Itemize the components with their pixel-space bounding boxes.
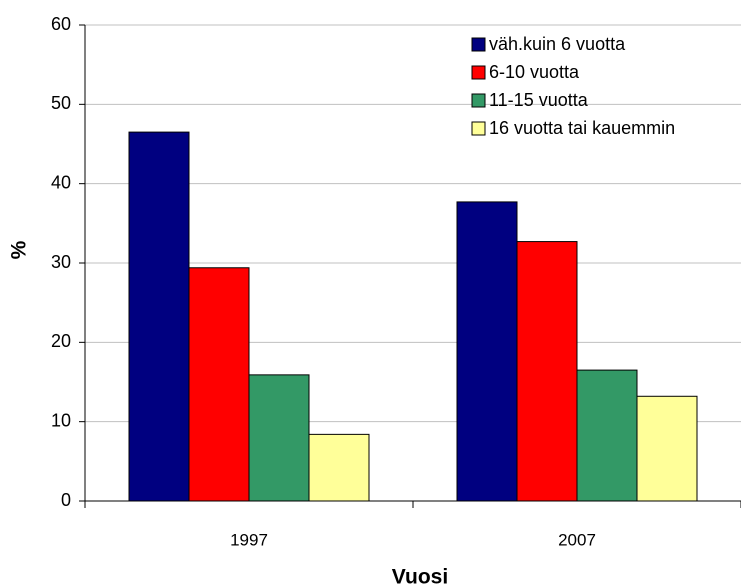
x-tick-label: 2007 bbox=[558, 530, 596, 549]
y-tick-label: 60 bbox=[51, 14, 71, 34]
legend-swatch bbox=[471, 121, 486, 136]
bar bbox=[248, 374, 310, 502]
bar bbox=[128, 131, 190, 502]
legend-label: väh.kuin 6 vuotta bbox=[489, 34, 626, 54]
y-axis-label: % bbox=[8, 240, 31, 259]
y-tick-label: 50 bbox=[51, 93, 71, 113]
legend-swatch bbox=[471, 65, 486, 80]
y-tick-label: 0 bbox=[61, 490, 71, 510]
bar bbox=[516, 241, 578, 502]
legend-swatch bbox=[471, 93, 486, 108]
y-tick-label: 40 bbox=[51, 172, 71, 192]
legend-label: 11-15 vuotta bbox=[489, 90, 589, 110]
legend-swatch bbox=[471, 37, 486, 52]
y-tick-label: 10 bbox=[51, 410, 71, 430]
x-tick-label: 1997 bbox=[230, 530, 268, 549]
y-tick-label: 30 bbox=[51, 252, 71, 272]
y-tick-label: 20 bbox=[51, 331, 71, 351]
bar bbox=[576, 369, 638, 502]
bar bbox=[456, 201, 518, 502]
bar bbox=[308, 433, 370, 502]
bar bbox=[188, 267, 250, 502]
legend-label: 16 vuotta tai kauemmin bbox=[489, 118, 675, 138]
legend-label: 6-10 vuotta bbox=[489, 62, 580, 82]
bar bbox=[636, 395, 698, 502]
x-axis-label: Vuosi bbox=[392, 566, 448, 587]
